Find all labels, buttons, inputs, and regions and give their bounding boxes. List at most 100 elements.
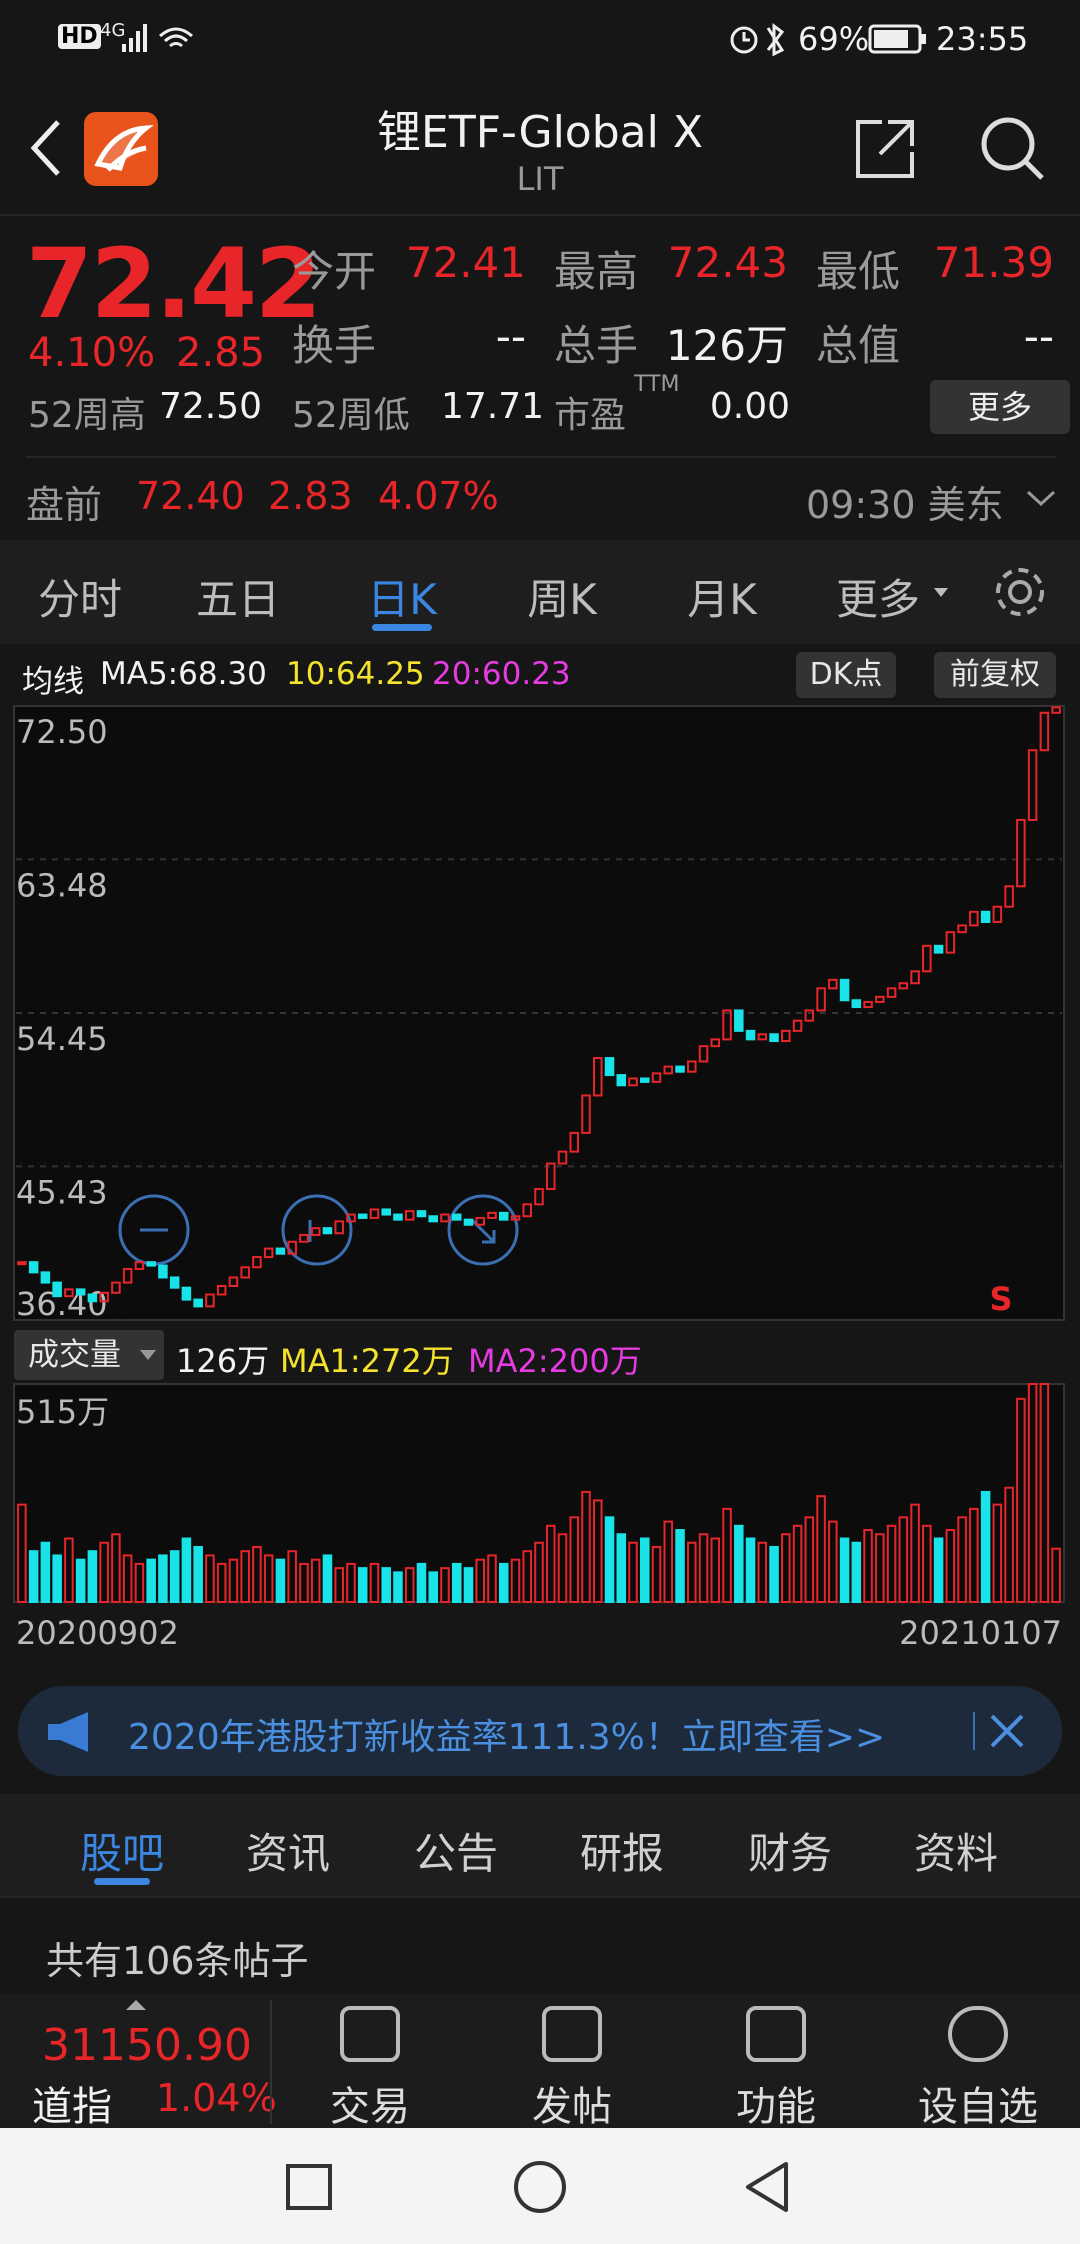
volume-bar: [346, 1562, 356, 1603]
volume-bar: [158, 1554, 168, 1603]
action-label[interactable]: 功能: [736, 2084, 816, 2130]
premarket-label: 盘前: [26, 483, 103, 527]
dk-button[interactable]: DK点: [796, 652, 896, 698]
home-button[interactable]: [514, 2161, 566, 2213]
volume-bar: [792, 1524, 803, 1604]
action-label[interactable]: 设自选: [918, 2084, 1038, 2130]
volume-bar: [99, 1541, 109, 1603]
sub-tab[interactable]: 资料: [913, 1829, 998, 1878]
sub-tab[interactable]: 财务: [747, 1829, 832, 1878]
candle: [393, 1213, 403, 1221]
action-label[interactable]: 交易: [330, 2084, 410, 2130]
candle: [593, 1057, 603, 1097]
candle: [1016, 818, 1026, 888]
sub-tab[interactable]: 公告: [413, 1829, 498, 1878]
kline-chart: S 20200902 20210107 72.50 63.48 54.45 45.43…: [13, 705, 1065, 1652]
network: 4G: [100, 20, 126, 41]
volume-bar: [1039, 1383, 1050, 1603]
settings-button[interactable]: [992, 564, 1048, 620]
index-value[interactable]: 31150.90: [42, 2020, 252, 2071]
candle: [404, 1210, 415, 1221]
back-nav-button[interactable]: [746, 2162, 788, 2212]
divider: [26, 456, 1056, 458]
divider: [270, 2000, 272, 2124]
volume-bar: [122, 1554, 133, 1603]
signal-icons: [122, 24, 193, 52]
action-icon[interactable]: [340, 2006, 400, 2062]
sub-tab[interactable]: 股吧: [79, 1829, 164, 1878]
stock-title: 锂ETF-Global X: [377, 107, 703, 158]
nav-buttons: [286, 2161, 788, 2213]
search-button[interactable]: [978, 114, 1048, 184]
y-tick-label: 54.45: [16, 1020, 108, 1058]
expand-icon[interactable]: [1024, 486, 1058, 510]
action-icon[interactable]: [948, 2006, 1008, 2062]
period-tab[interactable]: 分时: [37, 575, 122, 624]
y-tick-label: 63.48: [16, 866, 108, 904]
banner-close[interactable]: [972, 1708, 1032, 1754]
volume-bar: [475, 1558, 485, 1604]
volume-bar: [593, 1499, 603, 1604]
volume-bar: [1004, 1486, 1014, 1603]
candle: [569, 1131, 580, 1153]
field-value: 126万: [665, 321, 788, 370]
volume-bar: [875, 1533, 885, 1604]
volume-bar: [252, 1545, 262, 1604]
adjust-button[interactable]: 前复权: [934, 652, 1056, 698]
action-label[interactable]: 发帖: [532, 2084, 612, 2130]
candle: [628, 1077, 638, 1087]
volume-bar: [781, 1533, 791, 1604]
volume-bar: [757, 1541, 768, 1603]
volume-bar: [17, 1503, 27, 1603]
recents-button[interactable]: [286, 2164, 332, 2210]
more-button[interactable]: 更多: [930, 380, 1070, 434]
field-label: 总手: [554, 321, 639, 370]
candle: [734, 1009, 744, 1032]
back-button[interactable]: [26, 118, 66, 178]
battery-icon: [868, 24, 926, 54]
period-tab[interactable]: 周K: [527, 575, 597, 624]
candle: [134, 1261, 145, 1270]
period-tab[interactable]: 更多: [835, 575, 920, 624]
candle: [216, 1284, 227, 1296]
field-label: 最高: [554, 247, 639, 296]
volume-bar: [1051, 1547, 1061, 1603]
volume-bar: [534, 1541, 544, 1603]
action-icon[interactable]: [542, 2006, 602, 2062]
period-tab[interactable]: 月K: [687, 575, 757, 624]
sub-tab[interactable]: 资讯: [245, 1829, 330, 1878]
volume-bar: [416, 1562, 427, 1603]
candle: [875, 995, 885, 1003]
candle: [710, 1038, 721, 1048]
sub-tab[interactable]: 研报: [579, 1829, 664, 1878]
candle: [416, 1210, 427, 1218]
volume-bar: [839, 1537, 850, 1604]
volume-bar: [498, 1562, 509, 1603]
candle: [146, 1261, 156, 1267]
volume-selector[interactable]: 成交量: [14, 1330, 164, 1380]
candle: [663, 1065, 674, 1075]
banner-text[interactable]: 2020年港股打新收益率111.3%！立即查看>>: [128, 1717, 886, 1758]
candle: [769, 1033, 779, 1043]
post-count: 共有106条帖子: [46, 1939, 309, 1983]
field-label: 52周高: [28, 395, 146, 436]
candle: [310, 1227, 321, 1236]
field-value: 0.00: [709, 386, 790, 427]
candle: [1027, 749, 1038, 821]
volume-bar: [910, 1503, 920, 1603]
period-tab[interactable]: 五日: [195, 575, 280, 624]
candle: [545, 1162, 556, 1191]
promo-banner[interactable]: [18, 1686, 1062, 1776]
candle: [1051, 706, 1061, 714]
candle: [980, 910, 991, 924]
action-icon[interactable]: [746, 2006, 806, 2062]
share-button[interactable]: [852, 116, 918, 182]
candle: [334, 1220, 344, 1235]
volume-bar: [64, 1537, 74, 1604]
volume-bar: [169, 1550, 180, 1603]
volume-bar: [828, 1520, 838, 1603]
volume-bar: [240, 1550, 250, 1603]
x-start-label: 20200902: [16, 1614, 179, 1652]
period-tab[interactable]: 日K: [367, 575, 437, 624]
field-label: 总值: [816, 321, 901, 370]
